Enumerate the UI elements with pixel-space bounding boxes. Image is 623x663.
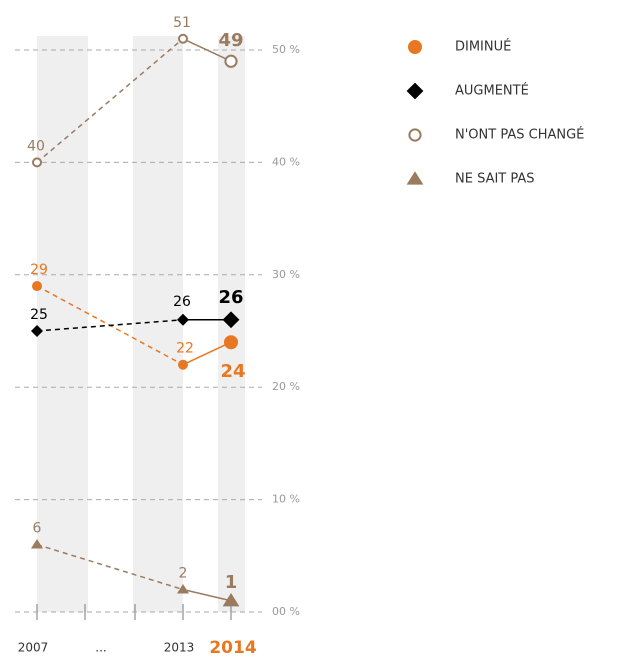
point [31,325,43,337]
band [133,36,183,612]
data-label: 26 [218,287,243,308]
data-label: 1 [225,572,238,593]
point [31,539,43,549]
point [224,54,238,68]
data-label: 22 [176,341,194,357]
x-tick-label: 2013 [164,641,195,655]
line-segment [36,319,184,332]
legend-label: NE SAIT PAS [455,172,535,187]
data-label: 40 [27,138,45,154]
x-tick-label: 2007 [18,641,49,655]
y-tick-label: 20 % [272,380,300,393]
data-label: 26 [173,294,191,310]
line-segment [182,38,232,62]
x-tick-label: 2014 [209,638,256,658]
point [224,335,238,350]
legend-marker [408,40,422,54]
point [177,313,189,326]
point [178,359,188,370]
data-label: 2 [179,566,188,582]
data-label: 51 [173,15,191,31]
point [222,593,240,607]
point [32,281,42,292]
bands [37,36,245,612]
y-tick-label: 50 % [272,43,300,56]
y-tick-label: 30 % [272,268,300,281]
band [37,36,88,612]
data-label: 25 [30,307,48,323]
point [178,33,188,44]
point [32,157,42,168]
line-segment [36,543,184,591]
data-label: 49 [218,30,243,51]
legend-label: N'ONT PAS CHANGÉ [455,127,584,143]
line-segment [182,341,232,366]
legend-marker [406,171,424,185]
y-tick-label: 00 % [272,605,300,618]
data-label: 29 [30,262,48,278]
legend-marker [408,128,422,142]
legend-label: AUGMENTÉ [455,83,529,99]
x-tick-label: ... [95,641,106,655]
data-label: 24 [220,361,245,382]
y-tick-label: 10 % [272,493,300,506]
point [222,311,240,329]
legend-label: DIMINUÉ [455,39,511,55]
line-segment [36,38,184,163]
point [177,584,189,594]
y-tick-label: 40 % [272,155,300,168]
data-label: 6 [33,521,42,537]
legend-marker [406,82,424,100]
line-segment [182,588,232,602]
